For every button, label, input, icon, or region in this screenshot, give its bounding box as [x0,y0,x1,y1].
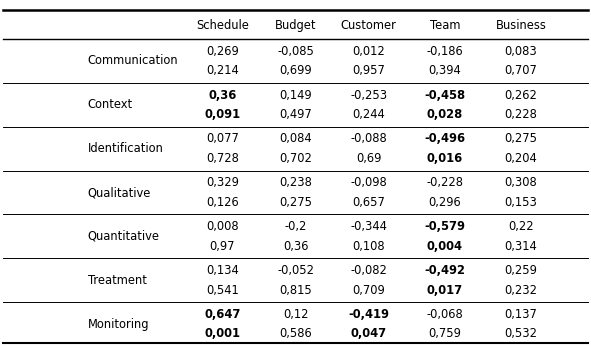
Text: 0,97: 0,97 [210,240,235,253]
Text: 0,541: 0,541 [206,283,239,297]
Text: 0,709: 0,709 [352,283,385,297]
Text: 0,204: 0,204 [505,152,537,165]
Text: 0,308: 0,308 [505,176,537,190]
Text: 0,275: 0,275 [279,196,312,209]
Text: 0,394: 0,394 [428,64,461,77]
Text: 0,108: 0,108 [352,240,385,253]
Text: -0,458: -0,458 [424,89,465,102]
Text: 0,957: 0,957 [352,64,385,77]
Text: -0,2: -0,2 [284,220,307,233]
Text: -0,098: -0,098 [350,176,387,190]
Text: -0,344: -0,344 [350,220,387,233]
Text: Customer: Customer [341,18,397,32]
Text: 0,137: 0,137 [505,308,537,321]
Text: Communication: Communication [87,54,178,67]
Text: Business: Business [495,18,546,32]
Text: 0,12: 0,12 [282,308,309,321]
Text: 0,077: 0,077 [206,133,239,146]
Text: 0,22: 0,22 [508,220,534,233]
Text: -0,228: -0,228 [426,176,463,190]
Text: 0,532: 0,532 [504,327,537,340]
Text: 0,36: 0,36 [208,89,236,102]
Text: -0,492: -0,492 [424,264,465,277]
Text: 0,647: 0,647 [204,308,241,321]
Text: 0,084: 0,084 [279,133,312,146]
Text: 0,699: 0,699 [279,64,312,77]
Text: 0,004: 0,004 [427,240,463,253]
Text: -0,496: -0,496 [424,133,465,146]
Text: 0,232: 0,232 [504,283,537,297]
Text: 0,259: 0,259 [505,264,537,277]
Text: 0,586: 0,586 [279,327,312,340]
Text: 0,329: 0,329 [206,176,239,190]
Text: 0,153: 0,153 [505,196,537,209]
Text: 0,214: 0,214 [206,64,239,77]
Text: 0,008: 0,008 [206,220,239,233]
Text: Schedule: Schedule [196,18,249,32]
Text: Treatment: Treatment [87,274,147,287]
Text: 0,275: 0,275 [504,133,537,146]
Text: -0,082: -0,082 [350,264,387,277]
Text: 0,36: 0,36 [282,240,309,253]
Text: 0,296: 0,296 [428,196,461,209]
Text: -0,186: -0,186 [427,45,463,58]
Text: 0,126: 0,126 [206,196,239,209]
Text: 0,728: 0,728 [206,152,239,165]
Text: Context: Context [87,98,133,111]
Text: 0,497: 0,497 [279,108,312,121]
Text: Team: Team [430,18,460,32]
Text: 0,017: 0,017 [427,283,463,297]
Text: 0,228: 0,228 [505,108,537,121]
Text: 0,244: 0,244 [352,108,385,121]
Text: 0,707: 0,707 [505,64,537,77]
Text: Qualitative: Qualitative [87,186,151,199]
Text: 0,238: 0,238 [279,176,312,190]
Text: 0,702: 0,702 [279,152,312,165]
Text: 0,134: 0,134 [206,264,239,277]
Text: -0,419: -0,419 [348,308,389,321]
Text: 0,314: 0,314 [505,240,537,253]
Text: -0,085: -0,085 [277,45,314,58]
Text: 0,657: 0,657 [352,196,385,209]
Text: -0,253: -0,253 [350,89,387,102]
Text: Quantitative: Quantitative [87,230,160,243]
Text: 0,001: 0,001 [204,327,241,340]
Text: 0,028: 0,028 [427,108,463,121]
Text: Budget: Budget [275,18,316,32]
Text: -0,068: -0,068 [427,308,463,321]
Text: 0,016: 0,016 [427,152,463,165]
Text: 0,012: 0,012 [352,45,385,58]
Text: Monitoring: Monitoring [87,318,149,331]
Text: 0,083: 0,083 [505,45,537,58]
Text: -0,088: -0,088 [350,133,387,146]
Text: 0,262: 0,262 [505,89,537,102]
Text: 0,149: 0,149 [279,89,312,102]
Text: 0,091: 0,091 [204,108,241,121]
Text: -0,052: -0,052 [277,264,314,277]
Text: 0,047: 0,047 [350,327,387,340]
Text: -0,579: -0,579 [424,220,465,233]
Text: Identification: Identification [87,142,164,155]
Text: 0,815: 0,815 [279,283,312,297]
Text: 0,269: 0,269 [206,45,239,58]
Text: 0,759: 0,759 [428,327,461,340]
Text: 0,69: 0,69 [356,152,381,165]
